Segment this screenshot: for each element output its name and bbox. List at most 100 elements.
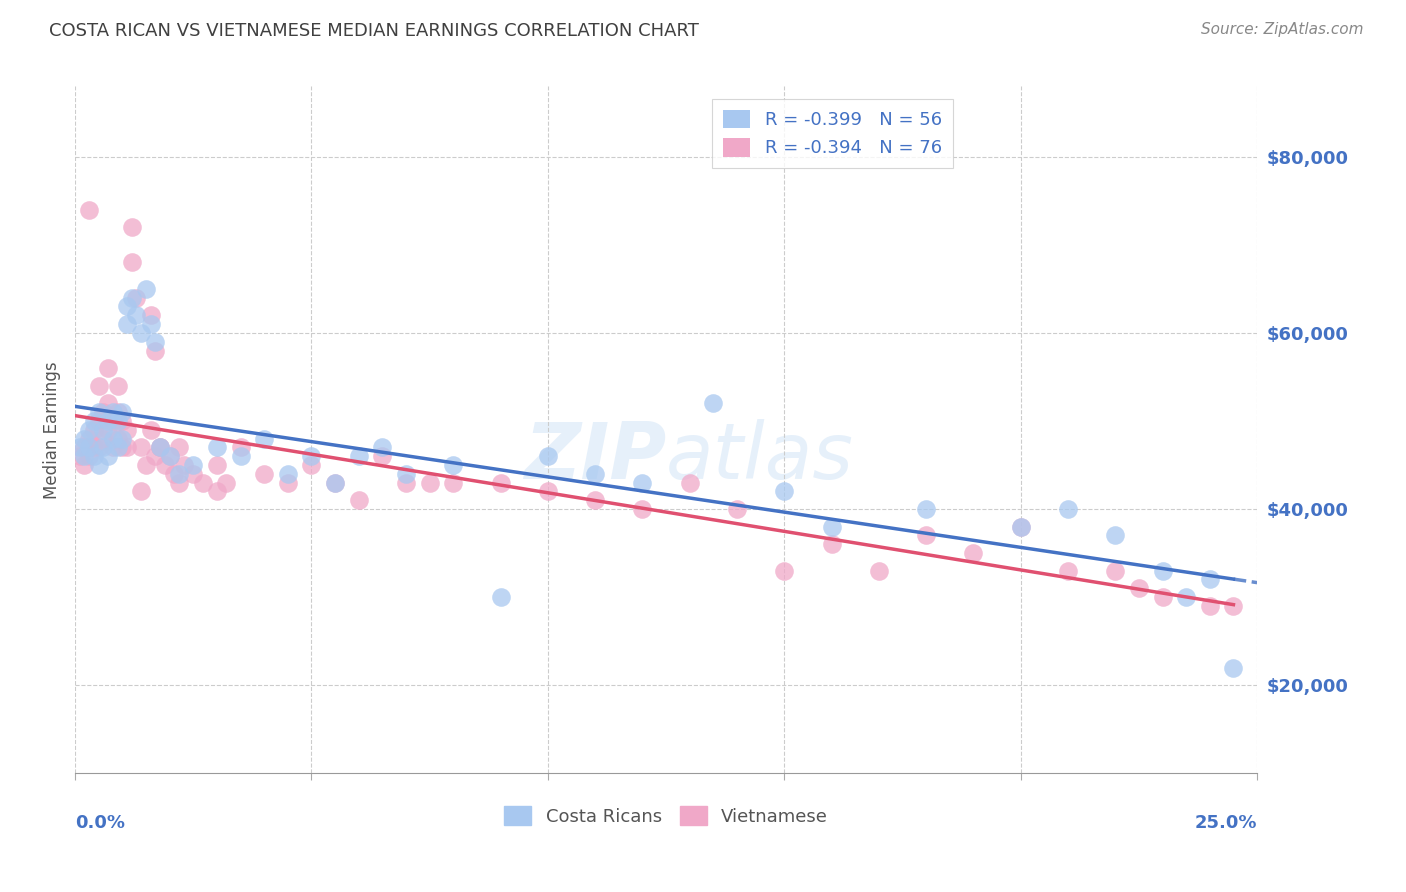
Point <box>1128 581 1150 595</box>
Point <box>115 317 138 331</box>
Point <box>97 361 120 376</box>
Point <box>93 441 115 455</box>
Legend: R = -0.399   N = 56, R = -0.394   N = 76: R = -0.399 N = 56, R = -0.394 N = 76 <box>713 99 952 169</box>
Point <box>371 441 394 455</box>
Point <box>77 432 100 446</box>
Point <box>139 317 162 331</box>
Text: 0.0%: 0.0% <box>75 814 125 832</box>
Text: atlas: atlas <box>666 419 853 495</box>
Point <box>173 458 195 472</box>
Point <box>725 502 748 516</box>
Point <box>153 458 176 472</box>
Point <box>73 441 96 455</box>
Point <box>121 255 143 269</box>
Point <box>395 467 418 481</box>
Point <box>125 291 148 305</box>
Point <box>1222 599 1244 613</box>
Point <box>205 441 228 455</box>
Point <box>419 475 441 490</box>
Point <box>111 405 134 419</box>
Point <box>773 564 796 578</box>
Point <box>191 475 214 490</box>
Point <box>441 458 464 472</box>
Point <box>205 458 228 472</box>
Point <box>115 423 138 437</box>
Point <box>115 300 138 314</box>
Point <box>107 432 129 446</box>
Point <box>77 441 100 455</box>
Text: Source: ZipAtlas.com: Source: ZipAtlas.com <box>1201 22 1364 37</box>
Y-axis label: Median Earnings: Median Earnings <box>44 361 60 499</box>
Point <box>181 458 204 472</box>
Point <box>323 475 346 490</box>
Point <box>181 467 204 481</box>
Point <box>111 414 134 428</box>
Point <box>125 308 148 322</box>
Point <box>87 414 110 428</box>
Point <box>583 467 606 481</box>
Point <box>139 308 162 322</box>
Point <box>135 282 157 296</box>
Point <box>631 475 654 490</box>
Point <box>1175 590 1198 604</box>
Point <box>277 467 299 481</box>
Point <box>139 423 162 437</box>
Point <box>441 475 464 490</box>
Point <box>107 405 129 419</box>
Point <box>915 502 938 516</box>
Point <box>371 449 394 463</box>
Point <box>820 519 842 533</box>
Point <box>77 449 100 463</box>
Point <box>1152 564 1174 578</box>
Point <box>163 467 186 481</box>
Point <box>73 432 96 446</box>
Point <box>129 484 152 499</box>
Point <box>253 432 276 446</box>
Point <box>145 334 167 349</box>
Point <box>702 396 724 410</box>
Point <box>83 449 105 463</box>
Point <box>1057 502 1080 516</box>
Point <box>101 405 124 419</box>
Point <box>229 441 252 455</box>
Point <box>77 202 100 217</box>
Point <box>583 493 606 508</box>
Point <box>87 458 110 472</box>
Point <box>107 441 129 455</box>
Point <box>97 423 120 437</box>
Point <box>83 423 105 437</box>
Point <box>145 449 167 463</box>
Point <box>1010 519 1032 533</box>
Point <box>93 423 115 437</box>
Point <box>121 291 143 305</box>
Point <box>87 441 110 455</box>
Point <box>159 449 181 463</box>
Point <box>135 458 157 472</box>
Point <box>489 475 512 490</box>
Point <box>93 405 115 419</box>
Point <box>347 493 370 508</box>
Point <box>631 502 654 516</box>
Point <box>129 441 152 455</box>
Point <box>1222 660 1244 674</box>
Point <box>97 449 120 463</box>
Point <box>93 432 115 446</box>
Point <box>149 441 172 455</box>
Point <box>229 449 252 463</box>
Point <box>347 449 370 463</box>
Point <box>73 449 96 463</box>
Point <box>101 414 124 428</box>
Point <box>1010 519 1032 533</box>
Point <box>1198 599 1220 613</box>
Point <box>167 467 190 481</box>
Point <box>159 449 181 463</box>
Point <box>299 458 322 472</box>
Point <box>277 475 299 490</box>
Point <box>107 378 129 392</box>
Point <box>97 396 120 410</box>
Point <box>69 449 91 463</box>
Point <box>537 449 560 463</box>
Point <box>1057 564 1080 578</box>
Point <box>868 564 890 578</box>
Point <box>215 475 238 490</box>
